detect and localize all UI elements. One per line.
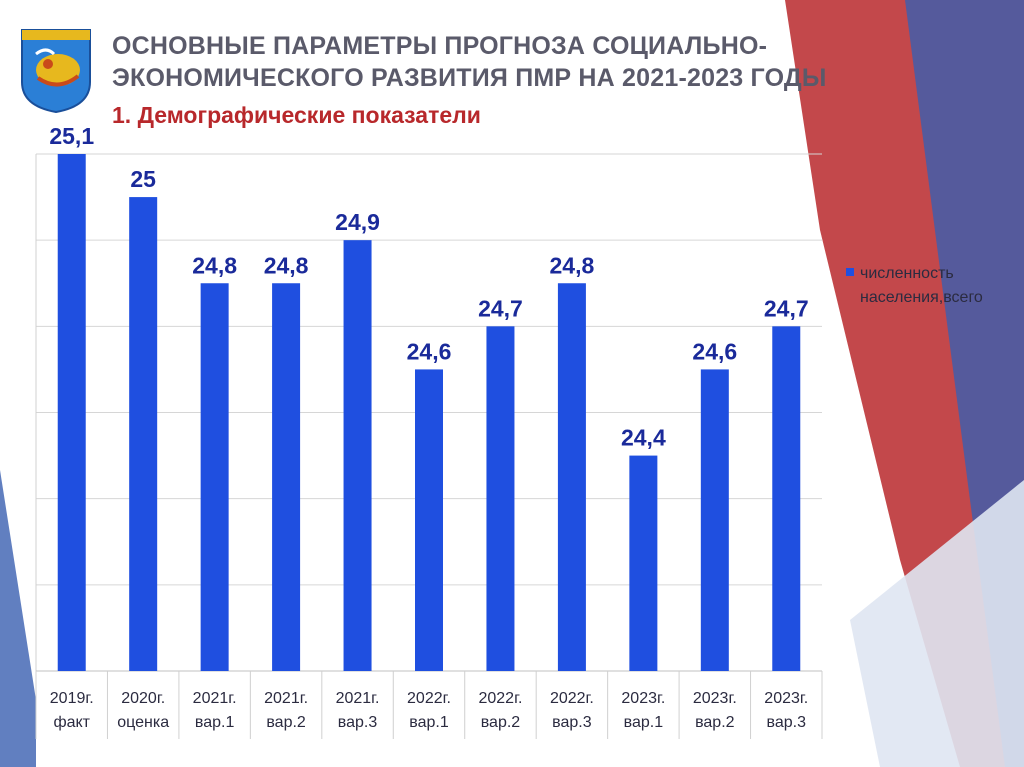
decor-light-triangle	[850, 480, 1024, 767]
x-tick-label-line-2: вар.2	[695, 714, 735, 731]
x-tick-label-line-1: 2021г.	[193, 690, 237, 707]
bar	[629, 455, 658, 671]
bar	[272, 283, 301, 671]
x-tick-label-line-2: факт	[53, 714, 90, 731]
legend-entry: численность	[846, 262, 1016, 286]
bar	[343, 240, 372, 671]
x-tick-label-line-1: 2021г.	[264, 690, 308, 707]
data-label: 24,6	[692, 338, 737, 364]
x-tick-label-line-2: вар.1	[624, 714, 664, 731]
x-tick-label-line-1: 2022г.	[478, 690, 522, 707]
page-title-line-2: ЭКОНОМИЧЕСКОГО РАЗВИТИЯ ПМР НА 2021-2023…	[112, 64, 827, 92]
coat-of-arms-icon	[18, 26, 94, 114]
x-tick-label-line-1: 2020г.	[121, 690, 165, 707]
x-tick-label-line-2: оценка	[117, 714, 169, 731]
decor-blue-stripe-left	[0, 470, 36, 767]
bar	[486, 326, 515, 671]
data-label: 24,4	[621, 425, 666, 451]
data-label: 25	[130, 166, 156, 192]
x-tick-label-line-2: вар.3	[338, 714, 378, 731]
bar	[200, 283, 229, 671]
legend-swatch	[846, 268, 854, 276]
x-tick-label-line-2: вар.3	[767, 714, 807, 731]
legend-label-line-1: численность	[860, 265, 954, 282]
bar	[700, 369, 729, 671]
data-label: 24,9	[335, 209, 380, 235]
x-tick-label-line-1: 2023г.	[693, 690, 737, 707]
data-label: 24,7	[478, 295, 523, 321]
bar	[415, 369, 443, 671]
data-label: 24,8	[264, 252, 309, 278]
data-label: 24,8	[550, 252, 595, 278]
x-tick-label-line-2: вар.2	[481, 714, 521, 731]
bar	[557, 283, 586, 671]
x-tick-label-line-1: 2022г.	[550, 690, 594, 707]
page-title-line-1: ОСНОВНЫЕ ПАРАМЕТРЫ ПРОГНОЗА СОЦИАЛЬНО-	[112, 32, 768, 60]
section-subtitle: 1. Демографические показатели	[112, 102, 481, 128]
x-tick-label-line-2: вар.1	[195, 714, 235, 731]
data-label: 24,8	[192, 252, 237, 278]
bar	[772, 326, 801, 671]
bar	[57, 154, 86, 671]
x-tick-label-line-2: вар.1	[409, 714, 449, 731]
data-label: 24,7	[764, 295, 809, 321]
data-label: 24,6	[407, 338, 452, 364]
data-label: 25,1	[49, 123, 94, 149]
x-tick-label-line-1: 2023г.	[621, 690, 665, 707]
x-tick-label-line-1: 2021г.	[336, 690, 380, 707]
x-tick-label-line-2: вар.2	[266, 714, 306, 731]
x-tick-label-line-1: 2023г.	[764, 690, 808, 707]
x-tick-label-line-1: 2019г.	[50, 690, 94, 707]
x-tick-label-line-2: вар.3	[552, 714, 592, 731]
legend-label-line-2: населения,всего	[860, 289, 983, 306]
chart-legend: численность населения,всего	[846, 262, 1016, 310]
x-tick-label-line-1: 2022г.	[407, 690, 451, 707]
bar	[129, 197, 158, 672]
